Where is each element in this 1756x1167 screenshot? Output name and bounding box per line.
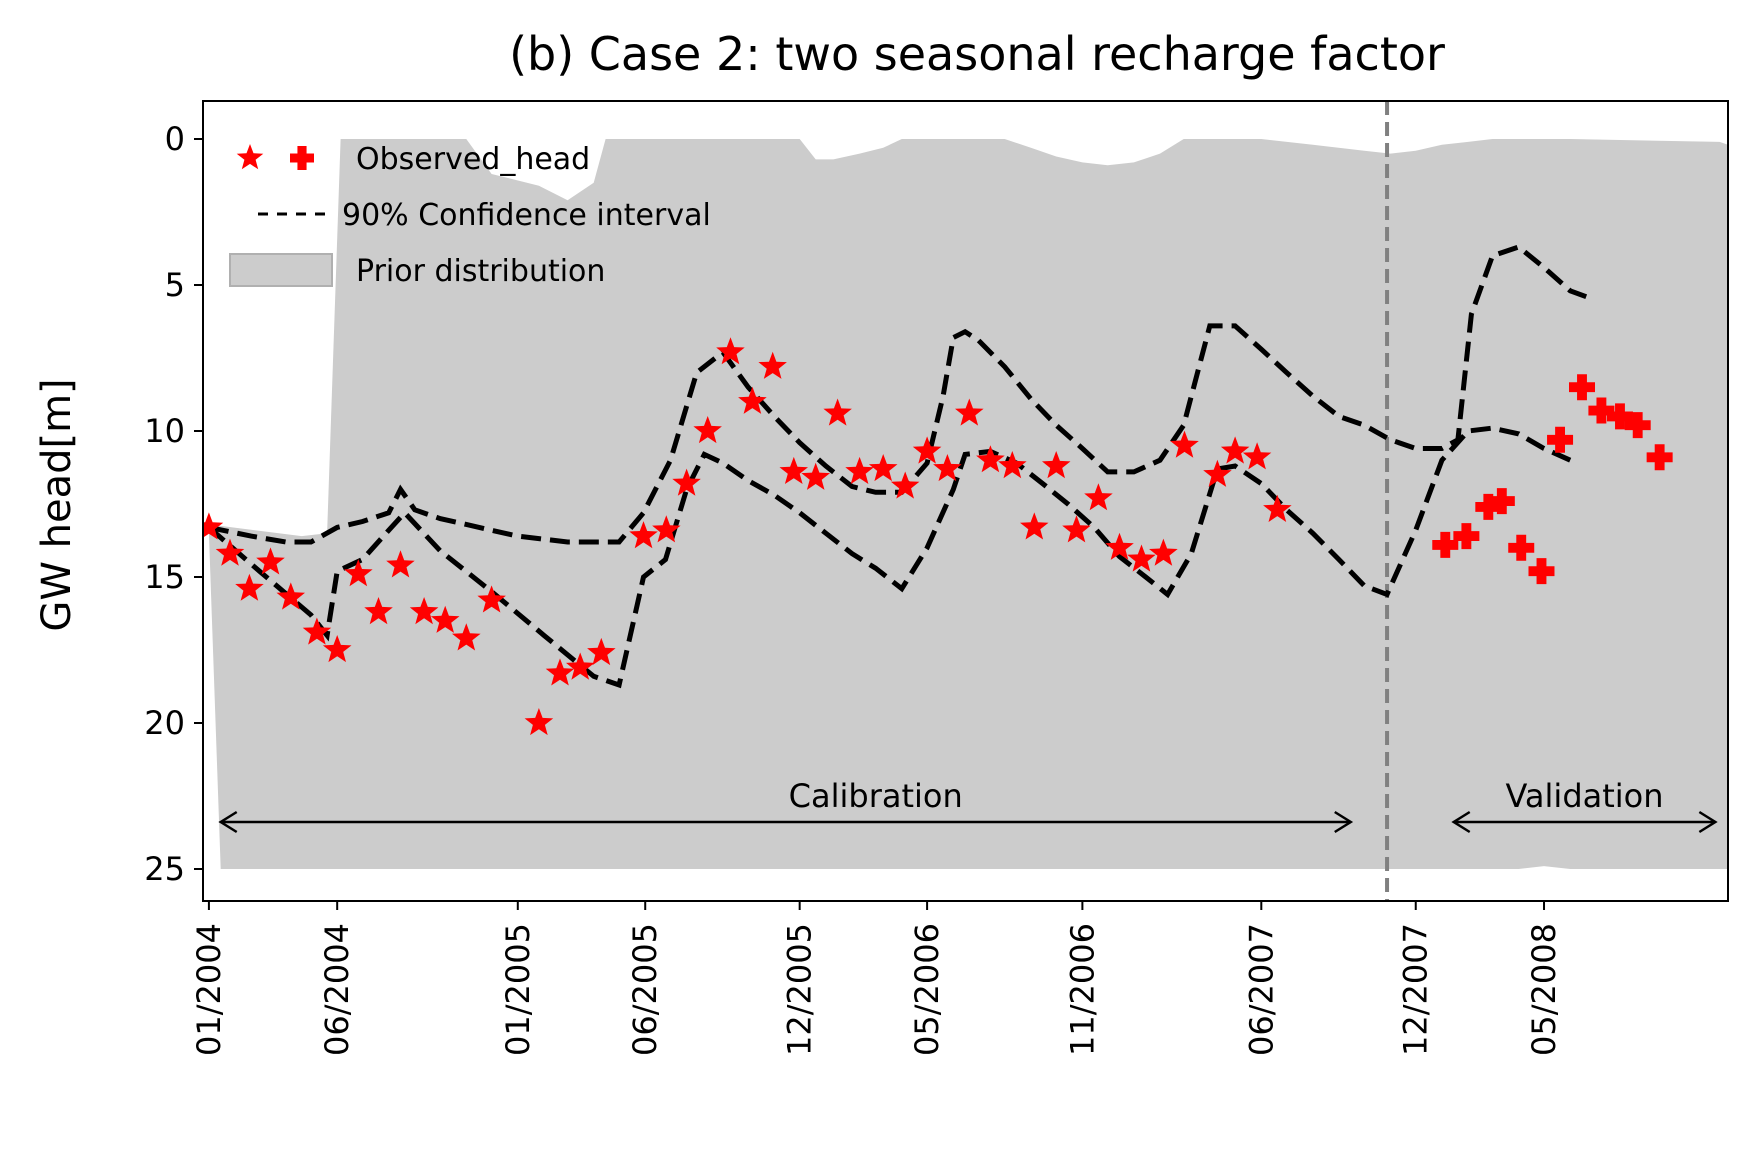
observed-head-star-point: [545, 658, 575, 686]
annotation-label: Validation: [1506, 777, 1664, 815]
observed-head-plus-point: [1488, 488, 1515, 515]
observed-head-star-point: [524, 708, 554, 736]
x-tick-label: 12/2005: [781, 923, 819, 1056]
legend: Observed_head 90% Confidence interval Prio…: [229, 142, 711, 289]
observed-head-star-point: [1084, 483, 1113, 511]
observed-head-star-point: [1220, 436, 1250, 464]
annotation-arrow-head-right: [1334, 810, 1354, 834]
observed-head-plus-point: [1453, 523, 1480, 550]
observed-head-star-point: [364, 597, 393, 625]
legend-label: 90% Confidence interval: [342, 198, 711, 233]
observed-head-star-point: [566, 652, 595, 680]
x-tick-label: 01/2005: [499, 923, 537, 1056]
y-tick-label: 15: [144, 558, 185, 596]
x-tick-label: 06/2007: [1242, 923, 1280, 1056]
observed-head-star-point: [1020, 512, 1049, 540]
observed-head-plus-point: [1547, 426, 1574, 453]
observed-head-plus-point: [1568, 374, 1595, 401]
observed-head-star-point: [823, 398, 852, 426]
observed-head-star-point: [587, 637, 616, 666]
annotation-arrow-head-left: [1451, 810, 1471, 834]
observed-head-star-point: [452, 623, 481, 651]
plot-frame: [202, 100, 1729, 902]
legend-label: Prior distribution: [356, 254, 605, 289]
observed-head-star-point: [738, 386, 767, 414]
y-tick-label: 25: [144, 850, 185, 888]
observed-head-plus-point: [1624, 412, 1651, 439]
observed-head-plus-point: [1646, 444, 1673, 471]
plot-area: [203, 101, 1728, 901]
x-tick-label: 11/2006: [1063, 923, 1101, 1056]
legend-label: Observed_head: [356, 142, 590, 177]
observed-head-star-point: [215, 538, 245, 566]
observed-head-star-point: [430, 605, 460, 633]
observed-head-star-point: [779, 456, 808, 484]
x-tick-label: 06/2005: [626, 923, 664, 1056]
x-tick-label: 12/2007: [1397, 923, 1435, 1056]
observed-head-star-point: [1062, 515, 1091, 543]
observed-head-star-point: [1105, 532, 1134, 560]
observed-head-star-point: [344, 559, 373, 587]
confidence-interval-lower-line: [207, 425, 1572, 689]
observed-head-star-point: [1242, 442, 1272, 470]
observed-head-plus-point: [1508, 534, 1535, 561]
chart-title: (b) Case 2: two seasonal recharge factor: [509, 27, 1445, 81]
observed-head-star-point: [386, 550, 415, 578]
observed-head-star-point: [845, 456, 874, 484]
annotation-label: Calibration: [789, 777, 963, 815]
observed-head-star-point: [976, 445, 1005, 473]
legend-prior-swatch: [229, 253, 333, 287]
x-tick-label: 06/2004: [318, 923, 356, 1056]
observed-head-star-point: [890, 471, 920, 499]
observed-head-star-point: [477, 585, 506, 613]
observed-head-plus-point: [1432, 531, 1459, 558]
observed-head-star-point: [693, 416, 722, 444]
y-axis-label: GW head[m]: [34, 378, 80, 631]
observed-head-plus-point: [1528, 558, 1555, 585]
y-tick-label: 10: [144, 412, 185, 450]
observed-head-plus-point: [1606, 403, 1633, 430]
observed-head-star-point: [1263, 494, 1292, 522]
plot-content: [203, 101, 1728, 901]
observed-head-star-point: [1203, 459, 1232, 487]
annotation-arrow-head-right: [1698, 810, 1718, 834]
observed-head-star-point: [758, 351, 787, 379]
observed-head-star-point: [409, 597, 439, 625]
observed-head-star-point: [955, 398, 984, 426]
observed-head-plus-point: [1588, 397, 1615, 424]
prior-distribution-area: [203, 139, 1728, 869]
observed-head-star-point: [302, 617, 332, 645]
legend-plus-marker: [290, 146, 314, 170]
observed-head-star-point: [868, 454, 898, 482]
observed-head-star-point: [998, 451, 1027, 479]
observed-head-star-point: [801, 462, 830, 490]
observed-head-star-point: [1127, 544, 1156, 572]
annotation-arrow-head-left: [218, 810, 238, 834]
observed-head-star-point: [1042, 451, 1071, 479]
observed-head-star-point: [1170, 430, 1199, 458]
observed-head-star-point: [629, 521, 658, 549]
observed-head-star-point: [322, 635, 352, 663]
confidence-interval-upper-line: [208, 244, 1588, 545]
observed-head-star-point: [235, 573, 264, 601]
observed-head-plus-point: [1475, 493, 1502, 520]
observed-head-star-point: [672, 468, 701, 496]
observed-head-star-point: [1149, 538, 1178, 566]
y-tick-label: 0: [165, 120, 185, 158]
y-tick-label: 5: [165, 266, 185, 304]
observed-head-star-point: [256, 547, 285, 575]
x-tick-label: 05/2008: [1525, 923, 1563, 1056]
observed-head-star-point: [203, 512, 224, 540]
y-tick-label: 20: [144, 704, 185, 742]
x-tick-label: 01/2004: [190, 923, 228, 1056]
x-tick-label: 05/2006: [908, 923, 946, 1056]
observed-head-star-point: [912, 436, 942, 464]
legend-star-marker: [236, 144, 264, 170]
observed-head-star-point: [652, 515, 681, 543]
observed-head-star-point: [716, 337, 745, 365]
observed-head-star-point: [933, 454, 962, 482]
observed-head-star-point: [276, 582, 305, 610]
